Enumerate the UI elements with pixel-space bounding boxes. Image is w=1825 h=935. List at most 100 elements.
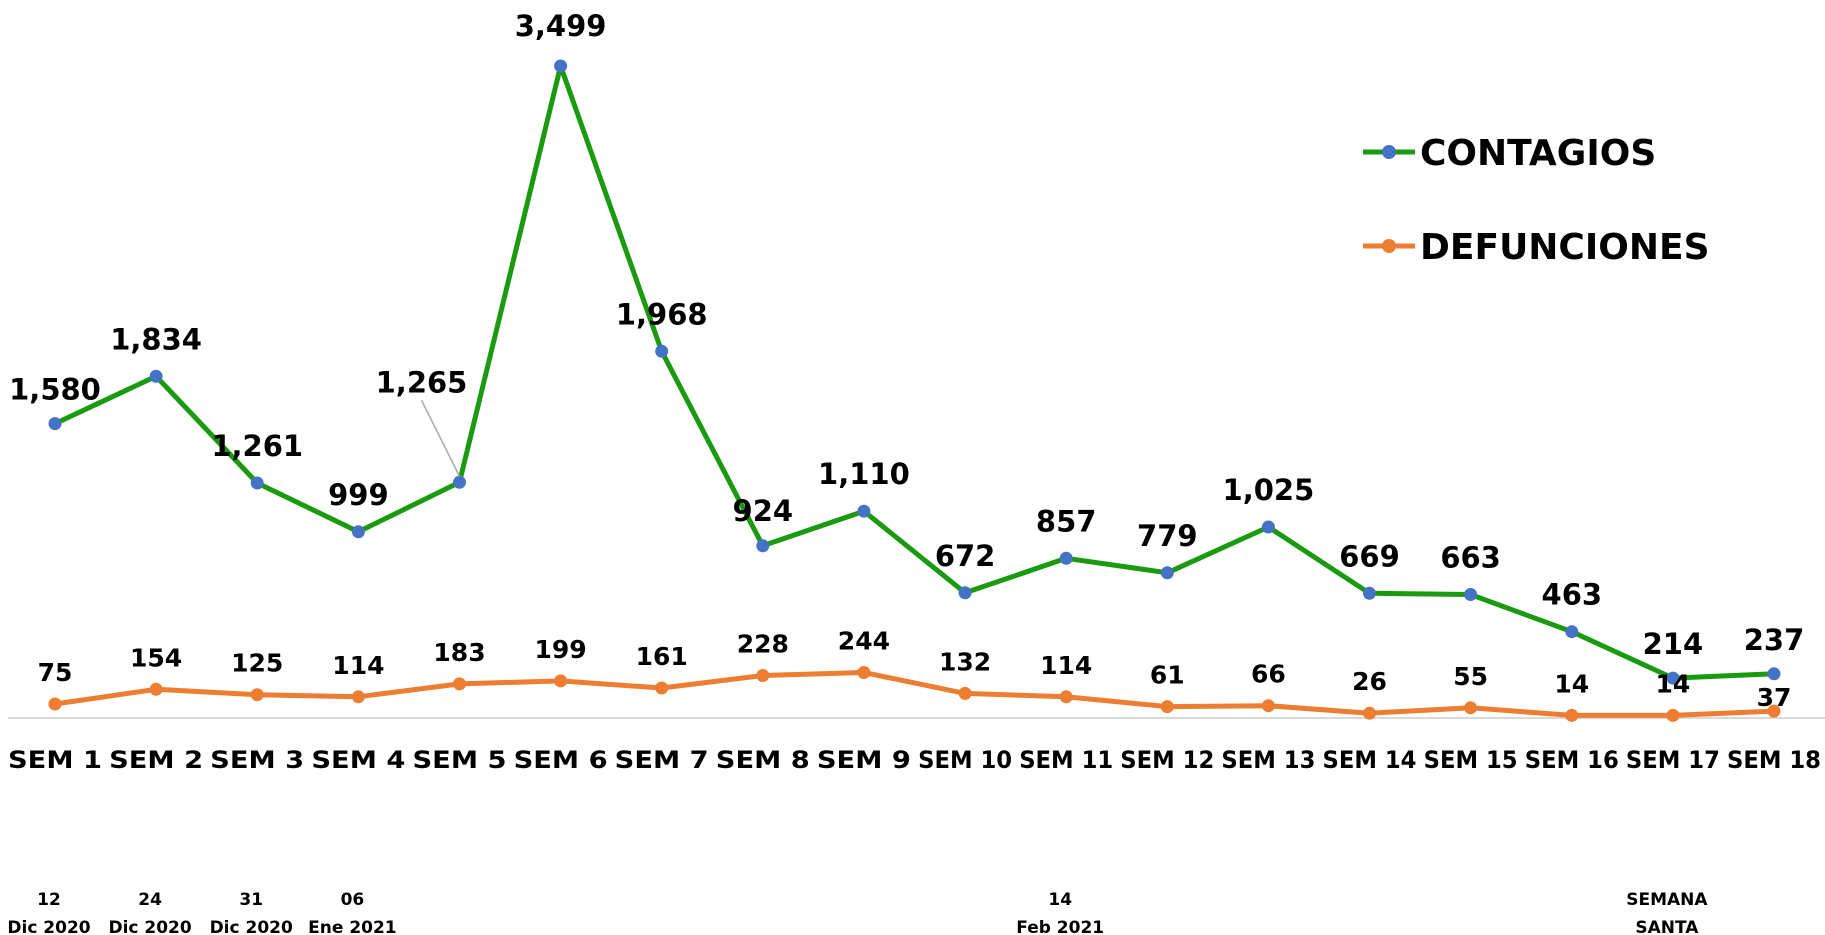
defunciones-legend-marker bbox=[1382, 239, 1396, 253]
contagios-data-label: 1,110 bbox=[818, 457, 910, 491]
defunciones-data-label: 114 bbox=[332, 651, 384, 680]
contagios-data-label: 672 bbox=[935, 539, 996, 573]
contagios-data-label: 857 bbox=[1036, 504, 1097, 538]
contagios-data-label: 1,025 bbox=[1223, 473, 1315, 507]
defunciones-point bbox=[351, 690, 365, 704]
x-tick-label: SEM 12 bbox=[1120, 746, 1214, 774]
contagios-point bbox=[48, 417, 62, 431]
date-annotation: 24 bbox=[138, 890, 162, 910]
contagios-point bbox=[149, 369, 163, 383]
date-annotation: Dic 2020 bbox=[7, 918, 90, 935]
x-tick-label: SEM 6 bbox=[514, 746, 608, 774]
contagios-point bbox=[756, 539, 770, 553]
contagios-data-label: 214 bbox=[1643, 627, 1704, 661]
contagios-data-label: 1,261 bbox=[211, 429, 303, 463]
x-tick-label: SEM 16 bbox=[1525, 746, 1619, 774]
series-layer bbox=[48, 59, 1781, 722]
date-annotation: Dic 2020 bbox=[108, 918, 191, 935]
x-tick-label: SEM 5 bbox=[413, 746, 507, 774]
x-tick-layer: SEM 1 SEM 2 SEM 3 SEM 4 SEM 5 SEM 6 SEM 7 SEM 8… bbox=[8, 746, 1821, 774]
defunciones-point bbox=[756, 669, 770, 682]
contagios-data-label: 1,968 bbox=[616, 297, 708, 331]
contagios-point bbox=[1464, 588, 1478, 601]
x-tick-label: SEM 15 bbox=[1424, 746, 1518, 774]
x-tick-label: SEM 18 bbox=[1727, 746, 1821, 774]
contagios-point bbox=[351, 525, 365, 539]
date-annotation-layer: 12 Dic 2020 24 Dic 2020 31 Dic 2020 06 Ene 2021… bbox=[7, 890, 1708, 935]
defunciones-data-label: 14 bbox=[1554, 669, 1589, 698]
defunciones-point bbox=[1767, 704, 1781, 718]
date-annotation: 31 bbox=[239, 890, 263, 910]
defunciones-point bbox=[1464, 701, 1478, 715]
contagios-point bbox=[250, 476, 264, 490]
defunciones-point bbox=[857, 666, 871, 679]
x-tick-label: SEM 4 bbox=[311, 746, 405, 774]
contagios-data-label: 1,834 bbox=[110, 322, 202, 356]
contagios-data-label: 1,580 bbox=[9, 373, 101, 407]
contagios-point bbox=[655, 344, 669, 358]
defunciones-data-label: 61 bbox=[1150, 661, 1185, 690]
contagios-data-label: 1,265 bbox=[376, 365, 468, 399]
contagios-point bbox=[857, 504, 871, 518]
defunciones-point bbox=[1160, 700, 1174, 714]
date-annotation: 14 bbox=[1048, 890, 1072, 910]
contagios-data-label: 924 bbox=[733, 494, 794, 528]
defunciones-point bbox=[149, 682, 163, 696]
date-annotation: 06 bbox=[341, 890, 365, 910]
defunciones-data-label: 132 bbox=[939, 647, 991, 676]
contagios-point bbox=[554, 59, 568, 73]
defunciones-point bbox=[1059, 690, 1073, 704]
data-label-layer: 1,580 1,834 1,261 999 1,265 3,499 1,968 924 1,11… bbox=[9, 9, 1804, 712]
date-annotation: 12 bbox=[37, 890, 61, 910]
contagios-data-label: 237 bbox=[1744, 623, 1805, 657]
x-tick-label: SEM 17 bbox=[1626, 746, 1720, 774]
contagios-data-label: 463 bbox=[1542, 578, 1603, 612]
contagios-data-label: 669 bbox=[1339, 539, 1400, 573]
contagios-point bbox=[1261, 520, 1275, 534]
x-tick-label: SEM 8 bbox=[716, 746, 810, 774]
contagios-point bbox=[1666, 671, 1680, 685]
defunciones-data-label: 244 bbox=[838, 627, 890, 656]
contagios-legend-label: CONTAGIOS bbox=[1420, 133, 1656, 174]
date-annotation: SEMANA bbox=[1626, 890, 1708, 910]
defunciones-point bbox=[655, 681, 669, 695]
x-tick-label: SEM 1 bbox=[8, 746, 102, 774]
x-tick-label: SEM 9 bbox=[817, 746, 911, 774]
defunciones-point bbox=[1565, 708, 1579, 722]
defunciones-data-label: 26 bbox=[1352, 667, 1387, 696]
x-tick-label: SEM 11 bbox=[1019, 746, 1113, 774]
defunciones-data-label: 161 bbox=[636, 642, 688, 671]
defunciones-data-label: 199 bbox=[535, 635, 587, 664]
x-tick-label: SEM 10 bbox=[918, 746, 1012, 774]
x-tick-label: SEM 14 bbox=[1323, 746, 1417, 774]
x-tick-label: SEM 13 bbox=[1221, 746, 1315, 774]
defunciones-data-label: 55 bbox=[1453, 662, 1488, 691]
label-leader-line bbox=[420, 399, 461, 477]
defunciones-point bbox=[1363, 706, 1376, 720]
date-annotation: Ene 2021 bbox=[308, 918, 396, 935]
contagios-data-label: 999 bbox=[328, 478, 389, 512]
contagios-legend-marker bbox=[1382, 145, 1396, 159]
defunciones-legend-label: DEFUNCIONES bbox=[1420, 227, 1710, 268]
defunciones-point bbox=[958, 686, 972, 700]
legend: CONTAGIOS DEFUNCIONES bbox=[1363, 133, 1710, 268]
x-tick-label: SEM 7 bbox=[615, 746, 709, 774]
contagios-point bbox=[1565, 625, 1579, 639]
contagios-point bbox=[958, 586, 972, 600]
x-tick-label: SEM 2 bbox=[109, 746, 203, 774]
defunciones-data-label: 154 bbox=[130, 643, 182, 672]
defunciones-data-label: 66 bbox=[1251, 660, 1286, 689]
date-annotation: Feb 2021 bbox=[1016, 918, 1104, 935]
defunciones-data-label: 114 bbox=[1040, 651, 1092, 680]
defunciones-point bbox=[48, 697, 62, 711]
defunciones-point bbox=[250, 688, 264, 702]
contagios-data-label: 3,499 bbox=[515, 9, 607, 43]
defunciones-point bbox=[554, 674, 568, 688]
defunciones-data-label: 228 bbox=[737, 630, 789, 659]
contagios-data-label: 663 bbox=[1440, 541, 1501, 575]
contagios-point bbox=[453, 475, 466, 489]
defunciones-data-label: 125 bbox=[231, 649, 283, 678]
defunciones-data-label: 75 bbox=[38, 658, 73, 687]
contagios-point bbox=[1363, 586, 1376, 600]
